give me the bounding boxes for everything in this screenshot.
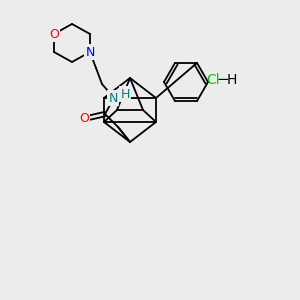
Text: N: N	[108, 92, 118, 104]
Text: −: −	[217, 73, 230, 88]
Text: H: H	[120, 88, 130, 100]
Text: Cl: Cl	[206, 73, 220, 87]
Text: O: O	[79, 112, 89, 124]
Text: H: H	[227, 73, 237, 87]
Text: O: O	[49, 28, 59, 40]
Text: N: N	[85, 46, 95, 59]
